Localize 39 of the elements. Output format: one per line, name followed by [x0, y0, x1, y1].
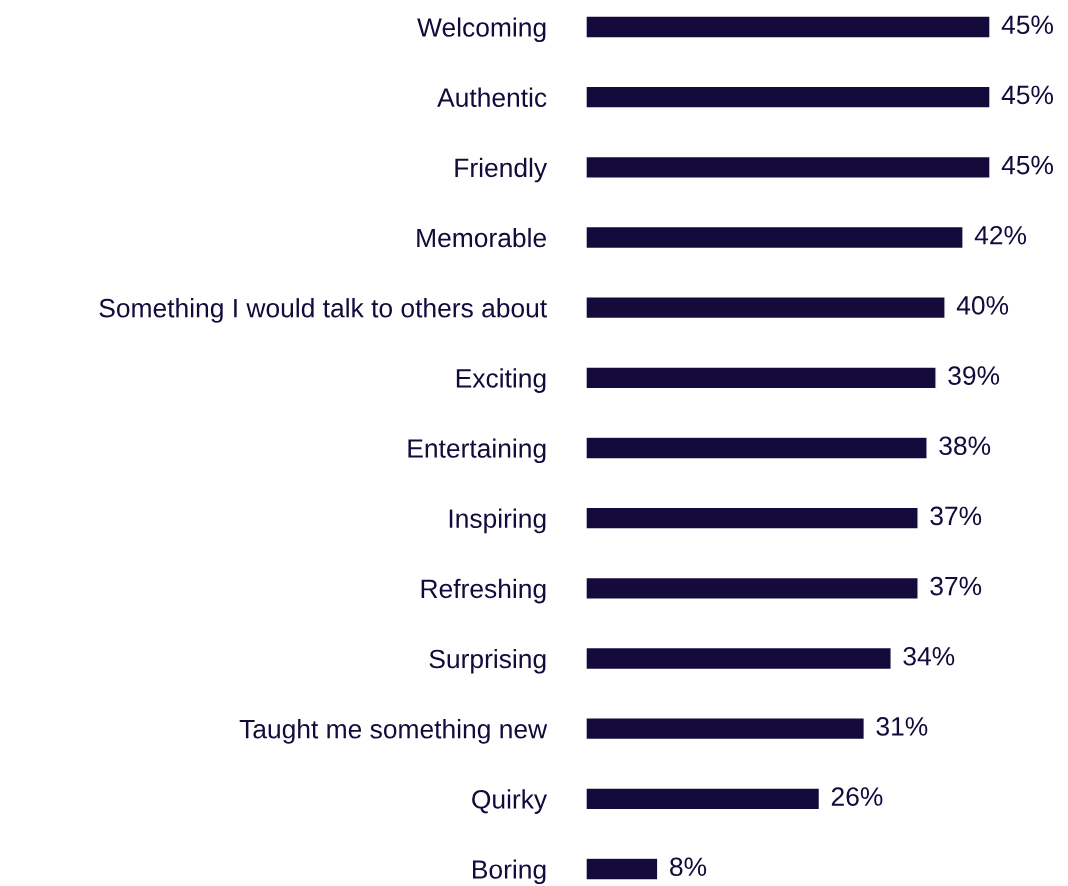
data-label: 37%	[930, 506, 982, 526]
bar	[586, 787, 821, 811]
y-tick-label: Boring	[473, 859, 546, 885]
y-tick-label: Memorable	[417, 227, 546, 248]
y-tick-label: Refreshing	[421, 578, 546, 604]
bar	[586, 646, 892, 671]
data-label: 37%	[930, 576, 982, 596]
y-tick-label: Welcoming	[417, 17, 546, 43]
data-label: 34%	[903, 646, 955, 666]
data-label: 8%	[670, 857, 707, 877]
y-tick-label: Friendly	[455, 157, 548, 183]
y-tick-label: Exciting	[456, 368, 546, 393]
data-label: 45%	[1001, 85, 1053, 105]
bar	[586, 576, 919, 600]
data-label: 40%	[956, 296, 1009, 315]
bar	[586, 225, 964, 250]
data-label: 42%	[974, 225, 1027, 245]
bar	[586, 857, 659, 881]
bar	[586, 506, 919, 530]
y-tick-label: Quirky	[472, 789, 548, 814]
bar	[586, 155, 991, 179]
bar	[586, 436, 928, 460]
bar	[586, 15, 991, 39]
y-tick-label: Entertaining	[408, 438, 546, 464]
data-label: 26%	[831, 787, 883, 806]
data-label: 45%	[1001, 155, 1053, 175]
bar	[586, 366, 937, 390]
bar	[586, 717, 866, 741]
bar	[586, 296, 946, 320]
bar	[586, 85, 991, 109]
y-tick-label: Something I would talk to others about	[99, 298, 547, 323]
data-label: 39%	[948, 366, 1000, 385]
y-tick-label: Authentic	[437, 87, 547, 107]
y-tick-label: Surprising	[429, 648, 546, 674]
y-tick-label: Taught me something new	[239, 719, 548, 744]
data-label: 45%	[1001, 15, 1053, 35]
y-tick-label: Inspiring	[449, 508, 546, 534]
data-label: 38%	[939, 436, 991, 456]
data-label: 31%	[876, 717, 928, 736]
